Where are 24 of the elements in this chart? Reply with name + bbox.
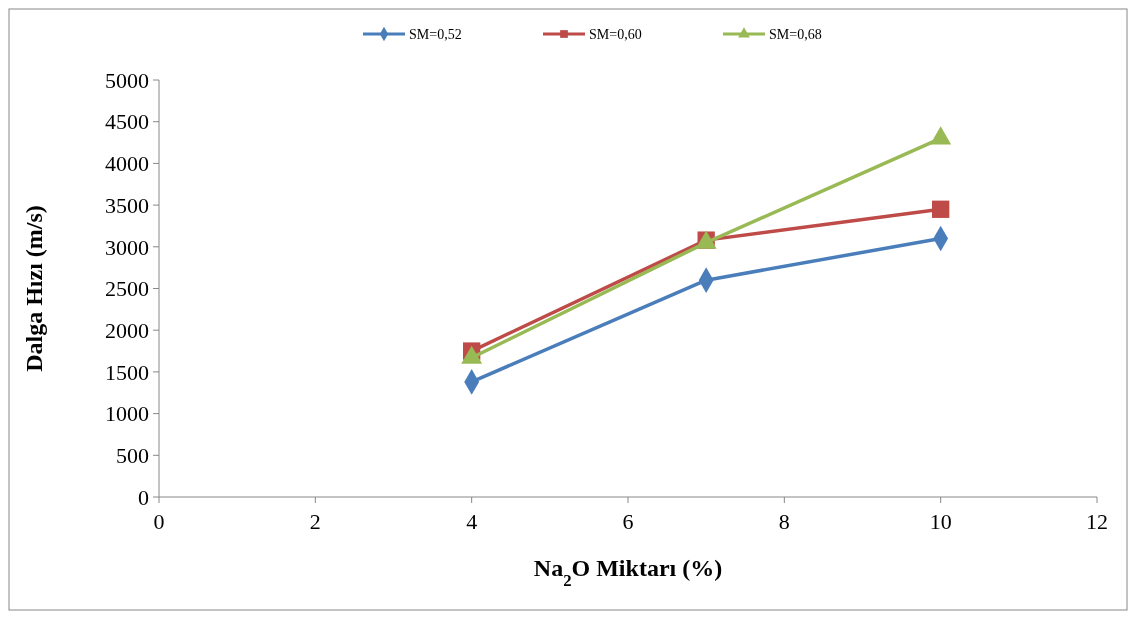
- x-tick-label: 6: [622, 509, 634, 534]
- y-tick-label: 1000: [105, 401, 149, 427]
- x-axis-title: Na$_{2}$O Miktarı (%): [533, 555, 723, 590]
- y-tick-label: 3500: [105, 192, 149, 218]
- x-tick-label: 12: [1086, 509, 1108, 534]
- x-tick-label: 0: [153, 509, 165, 534]
- x-tick-label: 4: [466, 509, 478, 534]
- y-tick-label: 4500: [105, 109, 149, 135]
- x-tick-label: 2: [309, 509, 321, 534]
- legend-label: SM=0,52: [409, 27, 462, 42]
- y-tick-label: 5000: [105, 67, 149, 93]
- y-tick-label: 4000: [105, 151, 149, 177]
- point: [932, 200, 950, 218]
- y-tick-label: 0: [138, 484, 149, 510]
- y-tick-label: 500: [116, 443, 149, 468]
- y-tick-label: 2000: [105, 317, 149, 343]
- legend-label: SM=0,68: [769, 27, 822, 42]
- legend-label: SM=0,60: [589, 27, 642, 42]
- x-tick-label: 8: [778, 509, 790, 534]
- y-axis-title: Dalga Hızı (m/s): [21, 205, 47, 372]
- y-tick-label: 2500: [105, 276, 149, 302]
- y-tick-label: 3000: [105, 234, 149, 260]
- y-tick-label: 1500: [105, 359, 149, 385]
- x-tick-label: 10: [929, 509, 952, 534]
